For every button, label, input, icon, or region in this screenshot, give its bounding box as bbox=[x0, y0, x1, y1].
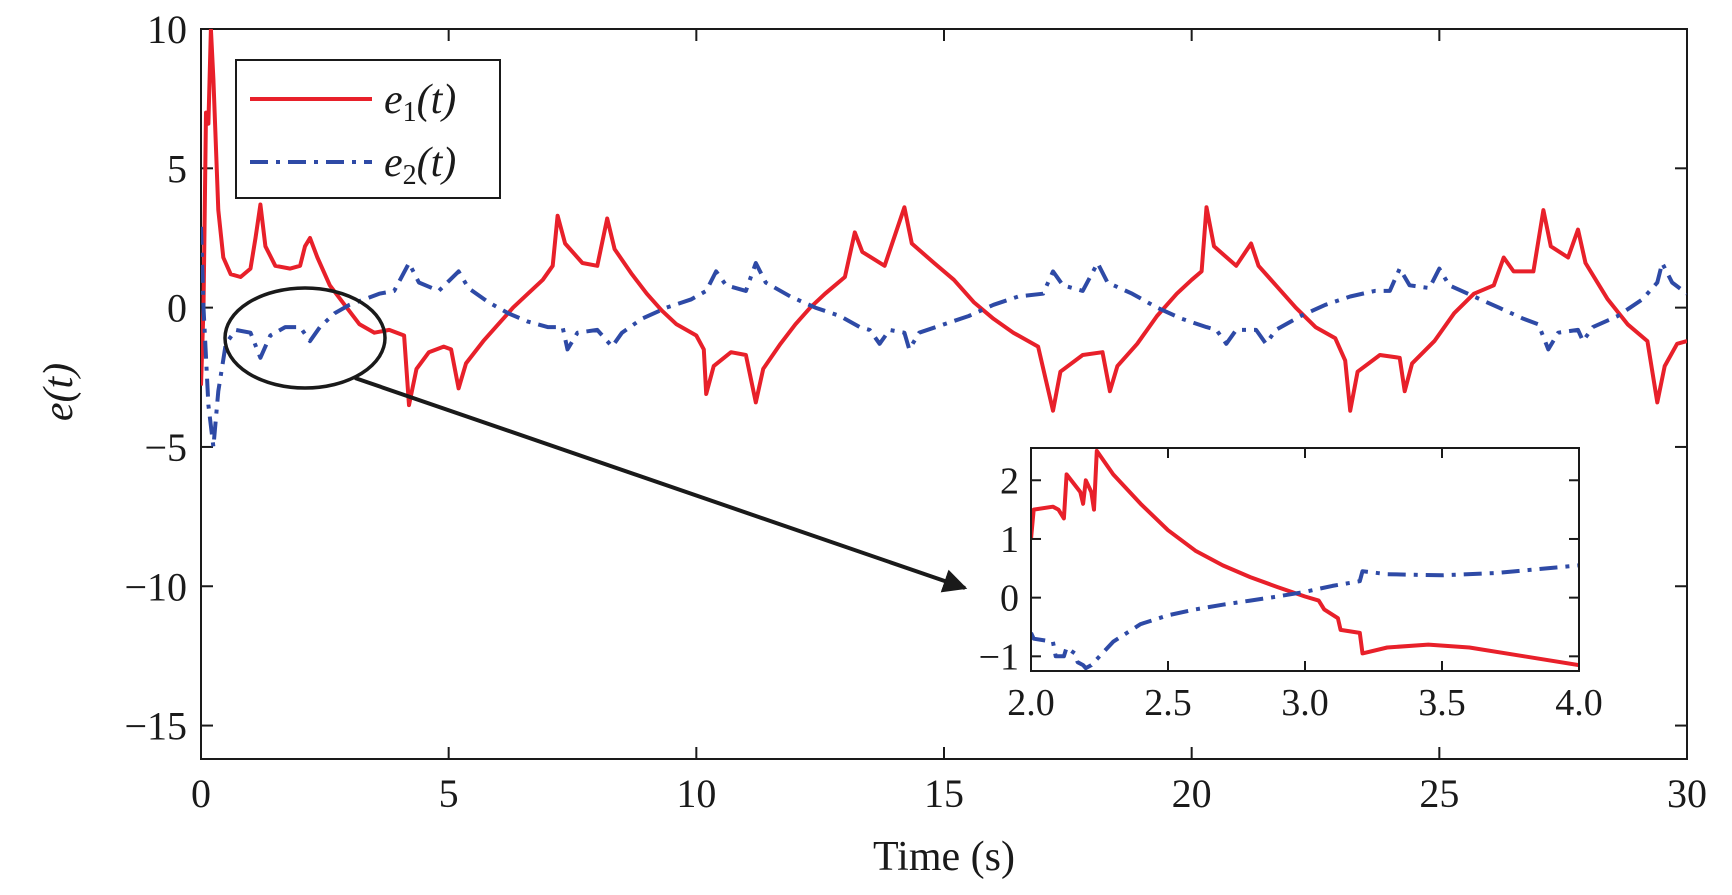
inset-y-tick-label: 0 bbox=[1000, 578, 1019, 620]
y-tick-label: −5 bbox=[144, 425, 187, 470]
y-tick-label: 10 bbox=[147, 7, 187, 52]
x-axis-label: Time (s) bbox=[873, 834, 1015, 880]
inset-y-tick-label: −1 bbox=[979, 636, 1019, 678]
x-tick-label: 30 bbox=[1667, 771, 1707, 816]
y-tick-label: −15 bbox=[124, 704, 187, 749]
inset-x-tick-label: 4.0 bbox=[1555, 682, 1603, 724]
inset-x-tick-label: 2.5 bbox=[1144, 682, 1192, 724]
inset-y-tick-label: 2 bbox=[1000, 460, 1019, 502]
legend-label-e1: e1(t) bbox=[384, 77, 456, 128]
inset-y-tick-label: 1 bbox=[1000, 519, 1019, 561]
x-tick-label: 20 bbox=[1172, 771, 1212, 816]
zoom-ellipse bbox=[223, 286, 387, 390]
y-tick-label: 0 bbox=[167, 286, 187, 331]
x-tick-label: 15 bbox=[924, 771, 964, 816]
series-line-e1 bbox=[201, 29, 1687, 413]
series-line-e2 bbox=[201, 226, 1687, 449]
x-tick-label: 25 bbox=[1419, 771, 1459, 816]
x-tick-label: 10 bbox=[676, 771, 716, 816]
y-tick-label: −10 bbox=[124, 564, 187, 609]
inset-x-tick-label: 3.5 bbox=[1418, 682, 1466, 724]
x-tick-label: 5 bbox=[439, 771, 459, 816]
zoom-arrow bbox=[354, 376, 968, 593]
inset-x-tick-label: 3.0 bbox=[1281, 682, 1329, 724]
inset-x-tick-label: 2.0 bbox=[1007, 682, 1055, 724]
legend-box bbox=[235, 59, 501, 199]
inset-series bbox=[1031, 448, 1579, 671]
inset-ticks: 2.0 2.5 3.0 3.5 4.0 2 1 0 −1 bbox=[979, 448, 1603, 724]
main-series bbox=[201, 29, 1687, 449]
inset-background bbox=[1031, 448, 1579, 671]
legend-label-e2: e2(t) bbox=[384, 140, 456, 191]
y-tick-label: 5 bbox=[167, 146, 187, 191]
inset-series-line-e2 bbox=[1031, 563, 1579, 671]
x-tick-label: 0 bbox=[191, 771, 211, 816]
legend: e1(t) e2(t) bbox=[235, 59, 501, 199]
y-axis-label: e(t) bbox=[36, 363, 82, 421]
inset-series-line-e1 bbox=[1031, 448, 1579, 668]
